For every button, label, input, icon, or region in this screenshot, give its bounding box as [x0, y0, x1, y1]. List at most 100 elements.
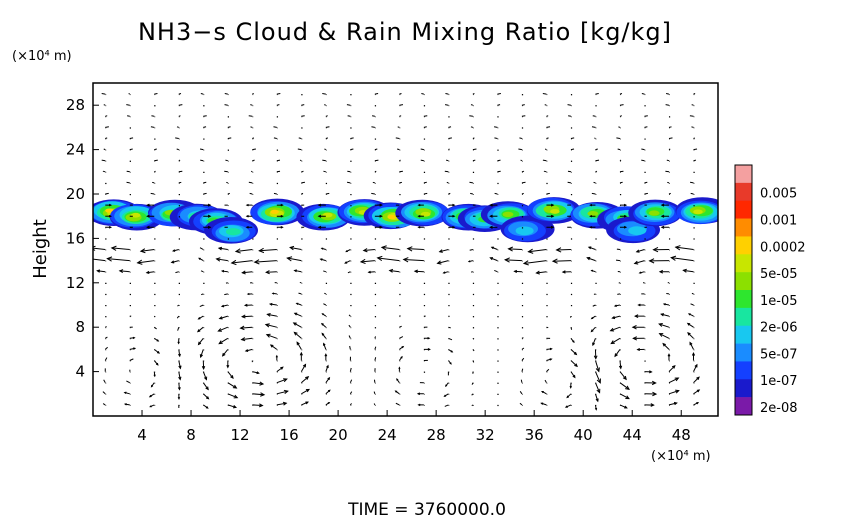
grid-dot	[668, 404, 670, 406]
vector-arrow	[570, 371, 576, 379]
vector-arrow	[402, 257, 424, 263]
grid-dot	[178, 149, 180, 151]
grid-dot	[252, 138, 254, 140]
vector-arrow	[634, 314, 645, 318]
x-tick-label: 40	[574, 426, 593, 444]
grid-dot	[521, 360, 523, 362]
grid-dot	[570, 182, 572, 184]
grid-dot	[325, 360, 327, 362]
grid-dot	[276, 249, 278, 251]
vector-arrow	[301, 115, 305, 117]
grid-dot	[105, 360, 107, 362]
grid-dot	[546, 171, 548, 173]
grid-dot	[203, 127, 205, 129]
vector-arrow	[595, 170, 598, 173]
grid-dot	[374, 182, 376, 184]
grid-dot	[129, 393, 131, 395]
x-tick-label: 28	[427, 426, 446, 444]
vector-arrow	[227, 404, 238, 409]
vector-arrow	[203, 238, 205, 240]
vector-arrow	[619, 238, 622, 240]
colorbar-label: 1e-07	[760, 374, 798, 389]
vector-arrow	[276, 116, 279, 118]
vector-arrow	[619, 404, 628, 409]
vector-arrow	[153, 315, 156, 318]
vector-arrow	[420, 159, 424, 162]
x-tick-label: 4	[137, 426, 147, 444]
grid-dot	[448, 393, 450, 395]
vector-arrow	[497, 360, 499, 362]
vector-arrow	[595, 148, 598, 151]
vector-arrow	[448, 326, 451, 329]
grid-dot	[227, 249, 229, 251]
vector-arrow	[374, 148, 378, 151]
colorbar-swatch	[735, 254, 752, 273]
grid-dot	[178, 305, 180, 306]
vector-arrow	[301, 238, 303, 240]
grid-dot	[203, 94, 205, 96]
grid-dot	[448, 105, 450, 107]
grid-dot	[521, 349, 523, 351]
vector-arrow	[472, 305, 475, 307]
vector-arrow	[127, 115, 130, 117]
vector-arrow	[349, 391, 353, 395]
vector-arrow	[448, 192, 451, 195]
vector-arrow	[265, 333, 277, 339]
vector-arrow	[644, 126, 648, 128]
vector-arrow	[619, 203, 628, 207]
vector-arrow	[546, 115, 549, 117]
grid-dot	[325, 149, 327, 151]
vector-arrow	[590, 315, 596, 320]
grid-dot	[154, 182, 156, 184]
grid-dot	[546, 349, 548, 351]
grid-dot	[276, 260, 278, 262]
vector-arrow	[220, 304, 228, 308]
vector-arrow	[423, 126, 427, 128]
vector-arrow	[126, 104, 130, 106]
x-unit-label: (×10⁴ m)	[651, 449, 711, 464]
vector-arrow	[668, 238, 671, 240]
vector-arrow	[570, 194, 573, 196]
vector-arrow	[448, 203, 456, 207]
vector-arrow	[178, 349, 181, 358]
vector-arrow	[660, 214, 669, 218]
grid-dot	[423, 194, 425, 195]
vector-arrow	[417, 403, 424, 407]
vector-arrow	[347, 115, 351, 117]
vector-arrow	[594, 382, 601, 394]
vector-arrow	[570, 293, 573, 296]
vector-arrow	[521, 104, 525, 106]
vector-arrow	[668, 137, 673, 139]
vector-arrow	[497, 349, 499, 351]
vector-arrow	[178, 159, 181, 162]
vector-arrow	[239, 325, 253, 331]
vector-arrow	[297, 148, 302, 151]
vector-arrow	[149, 404, 155, 408]
cloud-contour	[587, 210, 599, 217]
grid-dot	[619, 316, 621, 318]
grid-dot	[129, 249, 131, 251]
grid-dot	[325, 327, 327, 329]
vector-arrow	[374, 305, 377, 307]
grid-dot	[105, 349, 107, 351]
vector-arrow	[102, 391, 106, 395]
vector-arrow	[324, 353, 328, 361]
grid-dot	[325, 105, 327, 107]
grid-dot	[374, 404, 376, 406]
grid-dot	[693, 338, 695, 340]
grid-dot	[350, 105, 352, 107]
grid-dot	[472, 271, 474, 273]
vector-arrow	[105, 137, 108, 139]
grid-dot	[497, 105, 499, 107]
grid-dot	[497, 194, 499, 195]
grid-dot	[423, 116, 425, 118]
vector-arrow	[445, 159, 449, 162]
vector-arrow	[266, 313, 277, 317]
vector-arrow	[507, 246, 522, 252]
vector-arrow	[667, 353, 671, 361]
vector-arrow	[594, 360, 600, 373]
grid-dot	[325, 249, 327, 251]
vector-arrow	[667, 181, 670, 184]
vector-arrow	[399, 293, 401, 296]
vector-arrow	[527, 248, 547, 254]
